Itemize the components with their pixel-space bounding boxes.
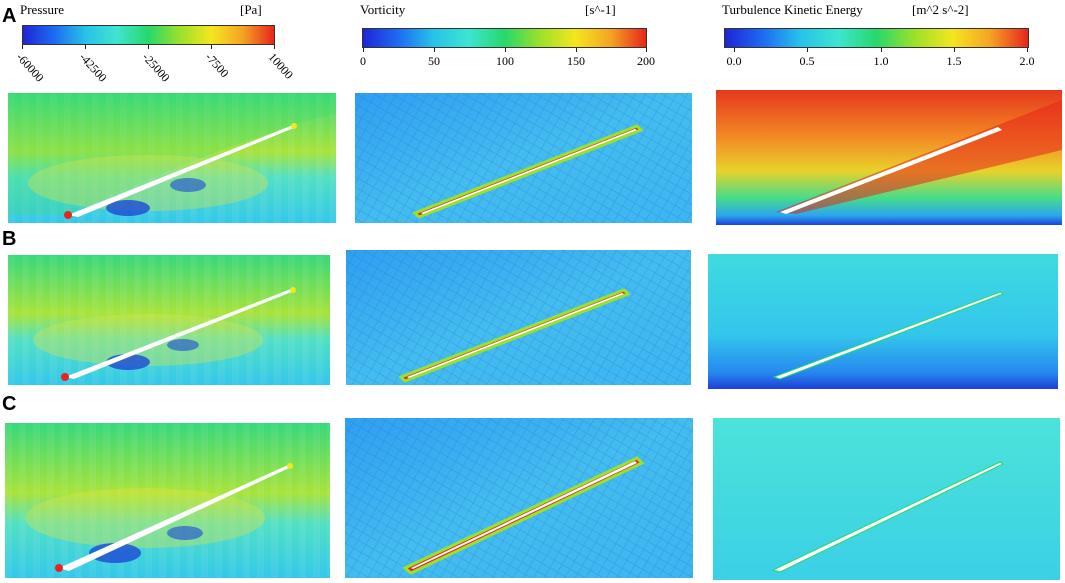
colorbar-unit: [Pa] [240, 2, 262, 17]
colorbar-turbulence-kinetic-energy: Turbulence Kinetic Energy [m^2 s^-2] 0.0… [722, 0, 1042, 80]
airfoil [59, 465, 291, 571]
tick-label: 1.5 [946, 54, 962, 68]
tick-label: 0.0 [726, 54, 742, 68]
panel-c-pressure [5, 423, 330, 578]
colorbar-gradient [724, 28, 1029, 48]
tick-label: 10000 [265, 50, 297, 82]
panel-b-vorticity [346, 250, 691, 385]
panel-a-tke [716, 90, 1062, 225]
tick-label: 2.0 [1019, 54, 1035, 68]
tick-label: -25000 [139, 50, 173, 85]
colorbar-pressure: Pressure [Pa] -60000 -42500 -25000 -7500… [14, 0, 296, 90]
colorbar-vorticity: Vorticity [s^-1] 0 50 100 150 200 [360, 0, 660, 80]
row-label-c: C [2, 393, 17, 415]
panel-b-tke [708, 254, 1058, 389]
panel-c-tke [713, 418, 1060, 580]
airfoil [65, 289, 294, 379]
colorbar-title: Vorticity [360, 2, 406, 17]
colorbar-gradient [362, 28, 647, 48]
colorbar-title: Turbulence Kinetic Energy [722, 2, 863, 17]
colorbar-unit: [s^-1] [585, 2, 616, 17]
tick-label: -7500 [202, 50, 232, 81]
tick-label: 50 [428, 54, 440, 68]
tick-label: 0 [360, 54, 366, 68]
panel-a-vorticity [355, 93, 692, 223]
row-label-b: B [2, 228, 17, 250]
row-label-a: A [2, 5, 17, 27]
tick-label: -42500 [76, 50, 110, 85]
panel-a-pressure [8, 93, 336, 223]
tick-label: 150 [567, 54, 585, 68]
airfoil [771, 461, 1005, 573]
airfoil [772, 291, 1005, 380]
tick-label: 0.5 [799, 54, 815, 68]
airfoil [780, 127, 1002, 214]
colorbar-unit: [m^2 s^-2] [912, 2, 969, 17]
tick-label: 1.0 [873, 54, 889, 68]
airfoil [68, 125, 296, 217]
colorbar-title: Pressure [20, 2, 65, 17]
tick-label: -60000 [13, 50, 47, 85]
colorbar-gradient [22, 25, 275, 45]
tick-label: 100 [496, 54, 514, 68]
panel-c-vorticity [345, 418, 693, 578]
tick-label: 200 [637, 54, 655, 68]
panel-b-pressure [8, 255, 330, 385]
